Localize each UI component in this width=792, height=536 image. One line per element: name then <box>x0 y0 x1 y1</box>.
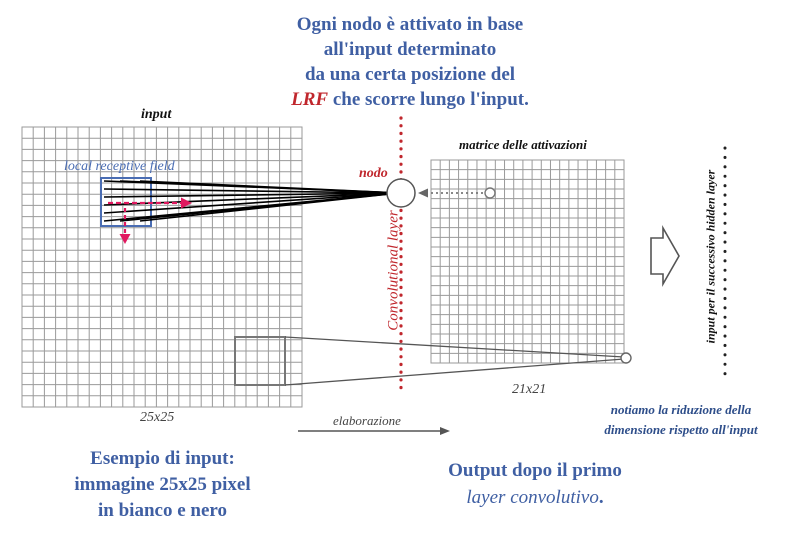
output-caption: Output dopo il primo layer convolutivo. <box>410 457 660 511</box>
local-receptive-field-label: local receptive field <box>64 159 175 174</box>
input-caption-line3: in bianco e nero <box>98 500 227 521</box>
reduction-note-line2: dimensione rispetto all'input <box>604 422 758 437</box>
activation-node-bottom <box>620 352 632 364</box>
reduction-note-line1: notiamo la riduzione della <box>610 402 752 417</box>
output-caption-end: . <box>598 487 604 508</box>
input-caption: Esempio di input: immagine 25x25 pixel i… <box>40 446 285 524</box>
elaborazione-label: elaborazione <box>333 413 401 428</box>
reduction-note: notiamo la riduzione della dimensione ri… <box>596 400 766 440</box>
output-size-label: 21x21 <box>512 382 547 397</box>
lrf-to-node-connections <box>103 180 400 222</box>
output-caption-line1: Output dopo il primo <box>448 460 622 481</box>
activation-matrix-grid <box>430 159 625 364</box>
input-caption-line1: Esempio di input: <box>90 448 235 469</box>
input-size-label: 25x25 <box>140 410 175 425</box>
lrf-bottom-projection <box>284 336 625 386</box>
top-caption-line4-rest: che scorre lungo l'input. <box>328 89 529 110</box>
input-caption-line2: immagine 25x25 pixel <box>74 474 251 495</box>
lrf-slide-arrows <box>108 197 192 244</box>
next-hidden-layer-label: input per il successivo hidden layer <box>703 169 718 344</box>
next-layer-arrow <box>650 224 680 288</box>
nodo-label: nodo <box>359 166 388 181</box>
output-caption-italic: layer convolutivo <box>466 487 599 508</box>
node-to-activation-link <box>418 187 496 199</box>
input-label: input <box>141 107 172 122</box>
top-caption-line4: LRF che scorre lungo l'input. <box>230 87 590 112</box>
lrf-box-bottom <box>234 336 286 386</box>
node-circle <box>386 178 416 208</box>
output-caption-line2: layer convolutivo. <box>410 484 660 511</box>
input-grid <box>21 126 303 408</box>
elaborazione-arrow <box>298 427 450 435</box>
top-caption-line2: all'input determinato <box>323 39 497 60</box>
top-caption-line3: da una certa posizione del <box>304 64 516 85</box>
top-caption-line1: Ogni nodo è attivato in base <box>296 14 524 35</box>
lrf-term: LRF <box>291 89 329 110</box>
activation-matrix-label: matrice delle attivazioni <box>459 137 587 152</box>
top-caption: Ogni nodo è attivato in base all'input d… <box>230 12 590 112</box>
convolutional-layer-label: Convolutional layer <box>385 210 402 331</box>
